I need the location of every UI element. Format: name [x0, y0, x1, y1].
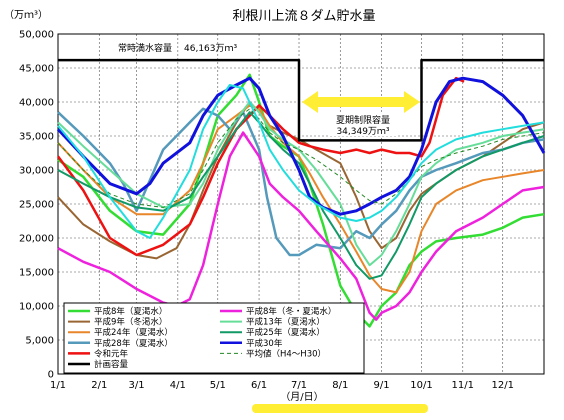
- y-tick-label: 30,000: [19, 166, 54, 177]
- y-axis: 0 5,000 10,000 15,000 20,000 25,000 30,000 35,0…: [19, 30, 54, 381]
- legend-label: 平成13年（夏渇水）: [246, 317, 325, 328]
- x-axis-label: （月/日）: [280, 391, 323, 403]
- full-capacity-label: 常時満水容量: [118, 42, 172, 54]
- legend: 平成8年（夏渇水）平成9年（冬渇水）平成24年（夏渇水）平成28年（夏渇水）令和…: [63, 302, 365, 374]
- series-line: [57, 84, 545, 239]
- y-tick-label: 50,000: [19, 30, 54, 41]
- series-line: [57, 101, 545, 267]
- x-tick-label: 4/1: [170, 380, 186, 391]
- y-tick-label: 25,000: [19, 200, 54, 211]
- summer-limit-label: 夏期制限容量: [336, 114, 390, 126]
- legend-label: 平成8年（夏渇水）: [94, 306, 167, 317]
- x-tick-label: 11/1: [452, 380, 474, 391]
- x-tick-label: 3/1: [129, 380, 145, 391]
- legend-label: 平成24年（夏渇水）: [94, 327, 173, 338]
- legend-box: [63, 302, 365, 374]
- x-tick-label: 7/1: [291, 380, 307, 391]
- y-axis-label: （万ｍ³）: [4, 9, 48, 21]
- plot-frame: [57, 33, 545, 375]
- legend-label: 令和元年: [94, 348, 129, 359]
- legend-label: 平成28年（夏渇水）: [94, 338, 173, 349]
- x-tick-label: 6/1: [251, 380, 267, 391]
- y-tick-label: 15,000: [19, 268, 54, 279]
- x-tick-label: 1/1: [50, 380, 66, 391]
- series-line: [57, 111, 545, 280]
- y-tick-label: 0: [48, 370, 54, 381]
- x-tick-label: 10/1: [410, 380, 432, 391]
- summer-limit-value: 34,349万ｍ³: [336, 127, 389, 137]
- y-tick-label: 20,000: [19, 234, 54, 245]
- x-tick-label: 2/1: [91, 380, 107, 391]
- full-capacity-annotation: 常時満水容量 46,163万ｍ³: [118, 42, 237, 54]
- series-line: [56, 76, 546, 216]
- series-lines: [56, 58, 546, 328]
- x-tick-label: 5/1: [210, 380, 226, 391]
- y-tick-label: 35,000: [19, 132, 54, 143]
- legend-label: 計画容量: [94, 359, 129, 370]
- y-tick-label: 40,000: [19, 98, 54, 109]
- x-tick-label: 8/1: [332, 380, 348, 391]
- y-tick-label: 45,000: [19, 64, 54, 75]
- series-line: [58, 58, 544, 142]
- summer-limit-annotation: 夏期制限容量 34,349万ｍ³: [328, 114, 398, 137]
- full-capacity-value: 46,163万ｍ³: [184, 44, 237, 54]
- series-line: [57, 107, 545, 257]
- legend-label: 平成8年（冬・夏渇水）: [246, 306, 336, 317]
- summer-limit-arrow: [302, 91, 420, 113]
- legend-label: 平成9年（冬渇水）: [94, 317, 167, 328]
- chart-title: 利根川上流８ダム貯水量: [232, 9, 375, 24]
- x-axis-highlight: [252, 404, 428, 413]
- y-tick-label: 5,000: [25, 336, 54, 347]
- x-tick-label: 12/1: [491, 380, 513, 391]
- y-tick-label: 10,000: [19, 302, 54, 313]
- x-tick-label: 9/1: [374, 380, 390, 391]
- legend-label: 平成25年（夏渇水）: [246, 327, 325, 338]
- series-line: [57, 108, 545, 208]
- legend-label: 平成30年: [246, 338, 283, 349]
- x-axis: 1/1 2/1 3/1 4/1 5/1 6/1 7/1 8/1 9/1 10/1 11/1 12/1: [50, 380, 514, 391]
- legend-label: 平均値（H4～H30）: [246, 348, 326, 359]
